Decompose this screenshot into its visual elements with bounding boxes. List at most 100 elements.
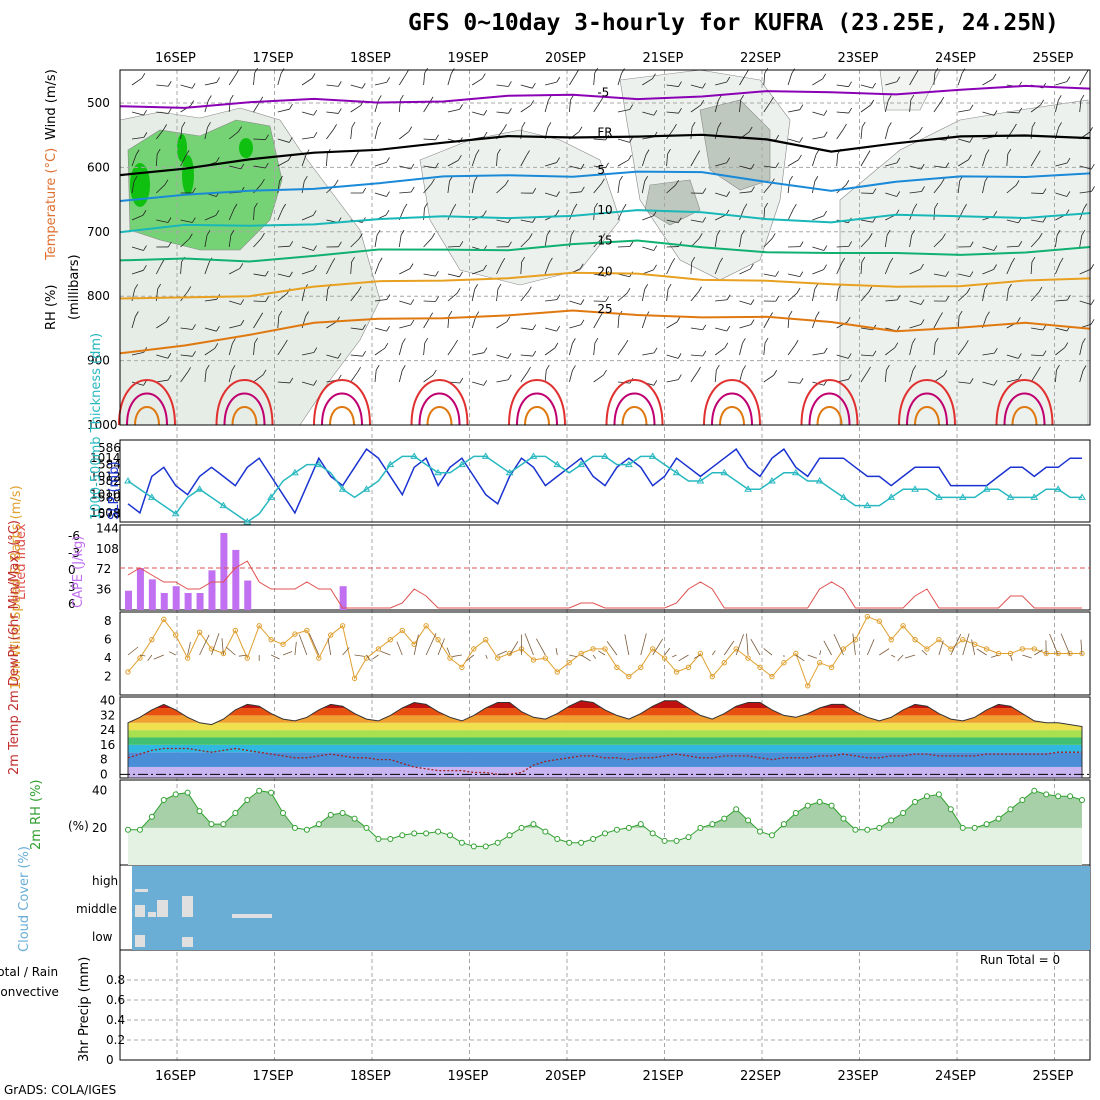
- barb-flag: [788, 310, 793, 317]
- barb: [131, 351, 144, 356]
- barb-flag: [474, 176, 478, 182]
- barb: [690, 291, 699, 302]
- barb: [131, 181, 135, 194]
- barb: [399, 191, 412, 194]
- panel-frame-cross: [119, 69, 1091, 426]
- label-slp: SLP (mb): [107, 461, 122, 520]
- cape-bar-0: [125, 590, 132, 610]
- barb-flag: [555, 209, 560, 216]
- wind-tick-0: 2: [104, 670, 112, 684]
- barb: [1055, 100, 1059, 113]
- thickness-marker: [887, 493, 896, 500]
- barb-flag: [823, 264, 827, 270]
- day-label-bottom-0: 16SEP: [155, 1069, 196, 1084]
- wind-point-36: [554, 669, 560, 675]
- barb-flag: [556, 325, 561, 332]
- day-label-top-9: 25SEP: [1033, 51, 1074, 66]
- barb-flag: [823, 110, 828, 116]
- barb: [1055, 299, 1068, 302]
- cape-bar-9: [232, 549, 240, 610]
- label-cape: CAPE (J/kg): [71, 536, 86, 608]
- thickness-marker: [1006, 493, 1015, 500]
- barb: [496, 154, 498, 167]
- barb: [690, 371, 698, 383]
- barb-flag: [993, 264, 997, 270]
- barb: [690, 155, 698, 167]
- isotherm-label-20: 20: [597, 265, 612, 279]
- barb-flag: [410, 163, 415, 170]
- rh-point-19: [351, 815, 358, 822]
- cape-tick-2: 108: [96, 542, 119, 556]
- barb-flag: [848, 241, 853, 247]
- barb-flag: [969, 241, 974, 247]
- barb-flag: [229, 94, 234, 101]
- barb: [302, 352, 314, 356]
- barb-flag: [799, 104, 804, 110]
- barb-flag: [1066, 157, 1071, 164]
- barb: [1079, 343, 1083, 356]
- barb: [812, 78, 823, 86]
- barb: [180, 84, 193, 89]
- cloud-gap-3: [157, 900, 168, 917]
- barb-flag: [156, 148, 161, 155]
- barb-flag: [717, 95, 722, 101]
- rh-point-2: [148, 813, 155, 820]
- barb: [423, 343, 426, 356]
- label-thickness: 1000-500mb Thickness (dm): [89, 333, 104, 520]
- barb: [714, 127, 719, 140]
- barb: [1079, 100, 1082, 113]
- barb-flag: [452, 203, 457, 210]
- barb: [812, 154, 817, 167]
- barb: [447, 273, 460, 278]
- barb: [277, 73, 282, 86]
- wind-point-2: [149, 636, 155, 643]
- barb-flag: [1011, 257, 1016, 264]
- barb: [374, 370, 377, 383]
- barb-flag: [796, 287, 801, 294]
- barb: [593, 317, 601, 329]
- barb: [860, 219, 873, 223]
- barb: [350, 84, 363, 89]
- barb: [326, 154, 328, 167]
- panel-frame-wind: [119, 611, 1091, 696]
- warm-lobe: [426, 406, 453, 426]
- barb-flag: [742, 338, 746, 344]
- thickness-marker: [434, 468, 442, 476]
- barb: [301, 269, 314, 275]
- wind-barb-10m-13: [282, 651, 293, 656]
- barb: [301, 154, 307, 167]
- barb: [155, 263, 163, 275]
- barb-flag: [969, 271, 974, 277]
- barb: [860, 354, 873, 357]
- barb-flag: [1090, 299, 1095, 305]
- barb-flag: [673, 123, 677, 130]
- barb: [666, 184, 676, 194]
- barb: [739, 208, 745, 221]
- barb-flag: [603, 369, 607, 376]
- precip-tick-3: 0.6: [106, 993, 125, 1007]
- barb: [398, 235, 402, 248]
- wind-point-17: [328, 632, 334, 638]
- barb: [642, 246, 654, 251]
- barb-flag: [847, 353, 852, 359]
- barb: [520, 291, 529, 302]
- barb: [374, 327, 387, 332]
- barb: [228, 100, 231, 113]
- barb-flag: [1064, 342, 1069, 348]
- barb: [593, 165, 606, 169]
- barb: [812, 215, 824, 221]
- day-label-bottom-2: 18SEP: [350, 1069, 391, 1084]
- barb: [714, 235, 718, 248]
- barb: [253, 208, 255, 221]
- barb-flag: [920, 163, 925, 170]
- rh-point-53: [757, 828, 764, 835]
- rh-point-25: [423, 830, 430, 837]
- rh-point-48: [697, 824, 704, 831]
- barb: [569, 191, 582, 194]
- barb-flag: [503, 124, 507, 130]
- barb: [909, 343, 913, 356]
- barb: [131, 269, 144, 275]
- barb: [204, 327, 217, 332]
- wind-barb-10m-72: [976, 648, 987, 656]
- panel-frame-precip: [119, 949, 1091, 1061]
